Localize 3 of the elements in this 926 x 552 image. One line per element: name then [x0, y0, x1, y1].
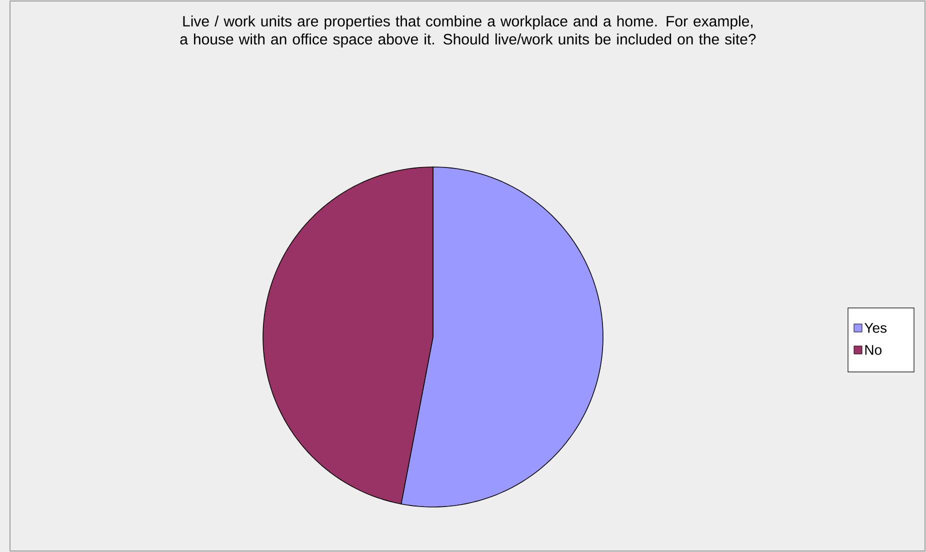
chart-title: Live / work units are properties that combine a workplace and a home. For example, a house with an office space above it. Should live/work units be included on the site? [180, 16, 756, 48]
legend-label: No [865, 345, 882, 355]
legend-label: Yes [864, 323, 887, 333]
